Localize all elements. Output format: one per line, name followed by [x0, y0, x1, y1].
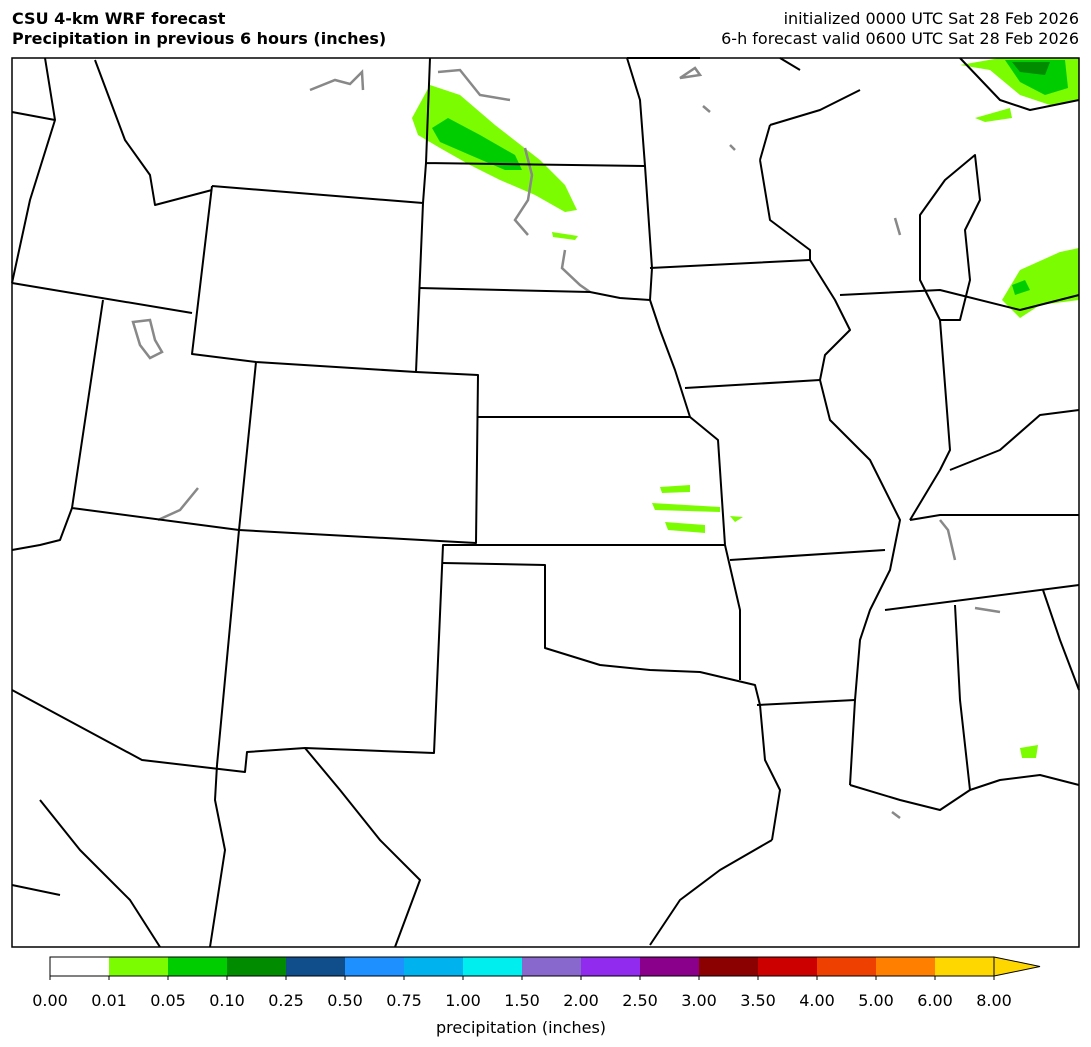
- colorbar-swatch: [463, 957, 522, 976]
- colorbar-tick-label: 3.00: [681, 991, 717, 1010]
- colorbar-swatch: [168, 957, 227, 976]
- map: [11, 57, 1080, 948]
- colorbar-swatch: [699, 957, 758, 976]
- colorbar-tick-label: 0.00: [32, 991, 68, 1010]
- colorbar-tick-label: 3.50: [740, 991, 776, 1010]
- colorbar-swatch: [109, 957, 168, 976]
- colorbar-tick-label: 5.00: [858, 991, 894, 1010]
- colorbar-extension: [993, 956, 1041, 977]
- colorbar-swatch: [758, 957, 817, 976]
- colorbar-swatch: [817, 957, 876, 976]
- colorbar-swatch: [640, 957, 699, 976]
- colorbar-tick-label: 4.00: [799, 991, 835, 1010]
- colorbar-tick-label: 6.00: [917, 991, 953, 1010]
- colorbar-label: precipitation (inches): [436, 1018, 606, 1037]
- colorbar-tick-label: 0.25: [268, 991, 304, 1010]
- subtitle: Precipitation in previous 6 hours (inche…: [12, 29, 386, 48]
- colorbar-swatch: [935, 957, 994, 976]
- colorbar-tick-label: 1.00: [445, 991, 481, 1010]
- colorbar-tick-label: 0.05: [150, 991, 186, 1010]
- colorbar-tick-label: 1.50: [504, 991, 540, 1010]
- init-time: initialized 0000 UTC Sat 28 Feb 2026: [784, 9, 1079, 28]
- colorbar-tick-label: 2.00: [563, 991, 599, 1010]
- title: CSU 4-km WRF forecast: [12, 9, 226, 28]
- colorbar-swatch: [404, 957, 463, 976]
- colorbar-tick-label: 0.75: [386, 991, 422, 1010]
- colorbar: 0.00 0.01 0.05 0.10 0.25 0.50 0.75 1.00 1.50 2.00…: [32, 956, 1041, 1010]
- colorbar-swatch: [581, 957, 640, 976]
- colorbar-swatch: [522, 957, 581, 976]
- colorbar-tick-label: 0.10: [209, 991, 245, 1010]
- colorbar-swatch: [345, 957, 404, 976]
- colorbar-swatch: [50, 957, 109, 976]
- colorbar-tick-label: 0.01: [91, 991, 127, 1010]
- colorbar-swatch: [227, 957, 286, 976]
- colorbar-tick-label: 8.00: [976, 991, 1012, 1010]
- state-borders: [11, 57, 1080, 948]
- colorbar-swatch: [286, 957, 345, 976]
- colorbar-tick-label: 0.50: [327, 991, 363, 1010]
- colorbar-tick-label: 2.50: [622, 991, 658, 1010]
- lakes-rivers: [131, 66, 1001, 819]
- colorbar-swatch: [876, 957, 935, 976]
- valid-time: 6-h forecast valid 0600 UTC Sat 28 Feb 2…: [721, 29, 1079, 48]
